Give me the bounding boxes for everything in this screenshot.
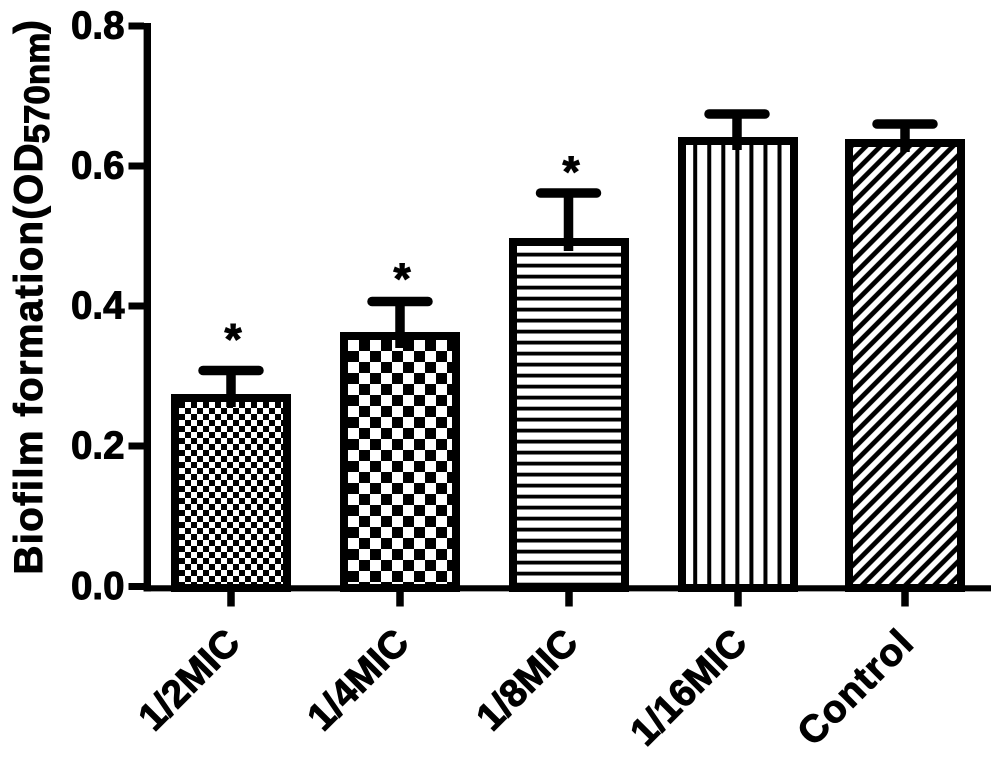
svg-text:*: *	[562, 147, 580, 196]
svg-text:0.4: 0.4	[71, 285, 125, 328]
svg-text:0.6: 0.6	[71, 145, 125, 188]
svg-text:0.8: 0.8	[71, 5, 125, 48]
svg-text:0.2: 0.2	[71, 425, 125, 468]
svg-text:*: *	[224, 315, 242, 364]
svg-text:0.0: 0.0	[71, 565, 125, 608]
svg-text:*: *	[393, 254, 411, 303]
